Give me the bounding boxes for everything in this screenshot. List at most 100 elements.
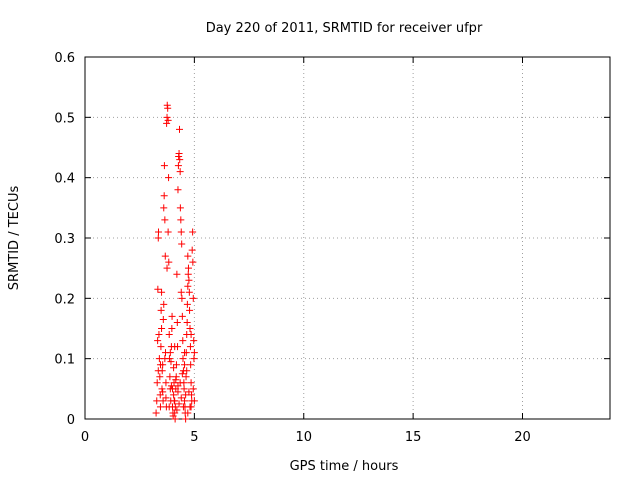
- data-point: [165, 331, 173, 339]
- data-point: [183, 367, 191, 375]
- data-point: [161, 216, 169, 224]
- data-point: [155, 228, 162, 236]
- data-point: [162, 394, 170, 402]
- data-point: [171, 343, 179, 351]
- data-point: [179, 355, 187, 363]
- y-tick-label: 0: [67, 413, 75, 428]
- data-point: [163, 113, 171, 121]
- data-point: [164, 104, 172, 112]
- data-point: [165, 258, 173, 266]
- data-point: [176, 168, 184, 176]
- data-point: [168, 325, 176, 332]
- data-point: [175, 150, 183, 158]
- data-point: [161, 355, 169, 363]
- data-point: [154, 234, 162, 242]
- data-point: [181, 361, 189, 369]
- data-point: [165, 174, 173, 182]
- data-point: [159, 315, 167, 323]
- data-point: [155, 331, 163, 339]
- y-tick-label: 0.2: [54, 292, 75, 307]
- data-point: [171, 397, 179, 405]
- data-point: [167, 382, 175, 390]
- data-point: [190, 397, 198, 405]
- data-point: [170, 364, 178, 372]
- data-point: [179, 337, 187, 345]
- data-point: [178, 240, 186, 248]
- data-point: [187, 361, 195, 369]
- y-tick-label: 0.3: [54, 232, 75, 247]
- data-point: [153, 397, 161, 405]
- data-point: [164, 228, 172, 236]
- data-point: [185, 276, 193, 284]
- data-point: [159, 388, 167, 396]
- data-point: [153, 379, 161, 387]
- data-point: [189, 385, 197, 393]
- data-point: [177, 394, 185, 402]
- data-point: [162, 379, 170, 387]
- data-point: [183, 318, 191, 326]
- data-point: [186, 343, 194, 351]
- y-tick-label: 0.1: [54, 353, 75, 368]
- chart-title: Day 220 of 2011, SRMTID for receiver ufp…: [206, 21, 483, 36]
- data-point: [159, 397, 167, 405]
- data-point: [182, 391, 190, 399]
- data-point: [177, 228, 185, 236]
- data-point: [171, 415, 179, 423]
- data-point: [190, 337, 198, 345]
- data-point: [184, 264, 192, 272]
- data-point: [164, 116, 172, 124]
- data-point: [158, 325, 166, 332]
- data-point: [160, 204, 168, 212]
- x-tick-label: 5: [190, 430, 198, 445]
- data-point: [176, 125, 183, 133]
- data-point: [190, 349, 198, 357]
- data-point: [167, 358, 175, 366]
- data-point: [174, 162, 182, 170]
- data-point: [182, 415, 190, 423]
- data-point: [184, 282, 192, 290]
- data-point: [183, 300, 191, 308]
- data-point: [173, 406, 181, 414]
- data-point: [187, 379, 195, 387]
- data-point: [178, 294, 186, 302]
- data-point: [154, 285, 162, 293]
- data-point: [189, 228, 197, 236]
- data-point: [168, 312, 176, 320]
- data-point: [186, 325, 194, 332]
- data-point: [178, 312, 186, 320]
- x-tick-label: 0: [81, 430, 89, 445]
- data-point: [160, 162, 168, 170]
- data-point: [158, 385, 166, 393]
- data-point: [188, 246, 196, 254]
- data-point: [163, 264, 171, 272]
- data-point: [156, 403, 164, 411]
- y-tick-label: 0.5: [54, 111, 75, 126]
- data-point: [173, 270, 181, 278]
- data-point: [171, 403, 179, 411]
- data-point: [181, 349, 189, 357]
- data-point: [157, 343, 165, 351]
- data-point: [165, 403, 173, 411]
- axis-ticks: 0 5 10 15 20 0 0.1 0.2 0.3 0.4 0.5 0.6: [54, 51, 610, 445]
- data-point: [154, 337, 162, 345]
- x-tick-label: 20: [514, 430, 531, 445]
- data-point: [170, 391, 178, 399]
- data-point: [166, 349, 174, 357]
- data-point: [161, 252, 169, 260]
- data-point: [174, 388, 182, 396]
- data-point: [182, 373, 190, 381]
- data-point: [178, 370, 186, 378]
- data-point: [156, 361, 164, 369]
- y-tick-label: 0.4: [54, 172, 75, 187]
- data-point: [184, 252, 192, 260]
- data-point: [158, 288, 166, 296]
- data-point: [160, 300, 168, 308]
- data-point: [176, 379, 184, 387]
- data-point: [172, 361, 180, 369]
- data-point: [185, 288, 193, 296]
- data-point: [177, 216, 185, 224]
- data-point: [184, 409, 192, 417]
- y-axis-label: SRMTID / TECUs: [7, 186, 22, 291]
- data-point: [174, 186, 182, 194]
- data-point: [189, 258, 197, 266]
